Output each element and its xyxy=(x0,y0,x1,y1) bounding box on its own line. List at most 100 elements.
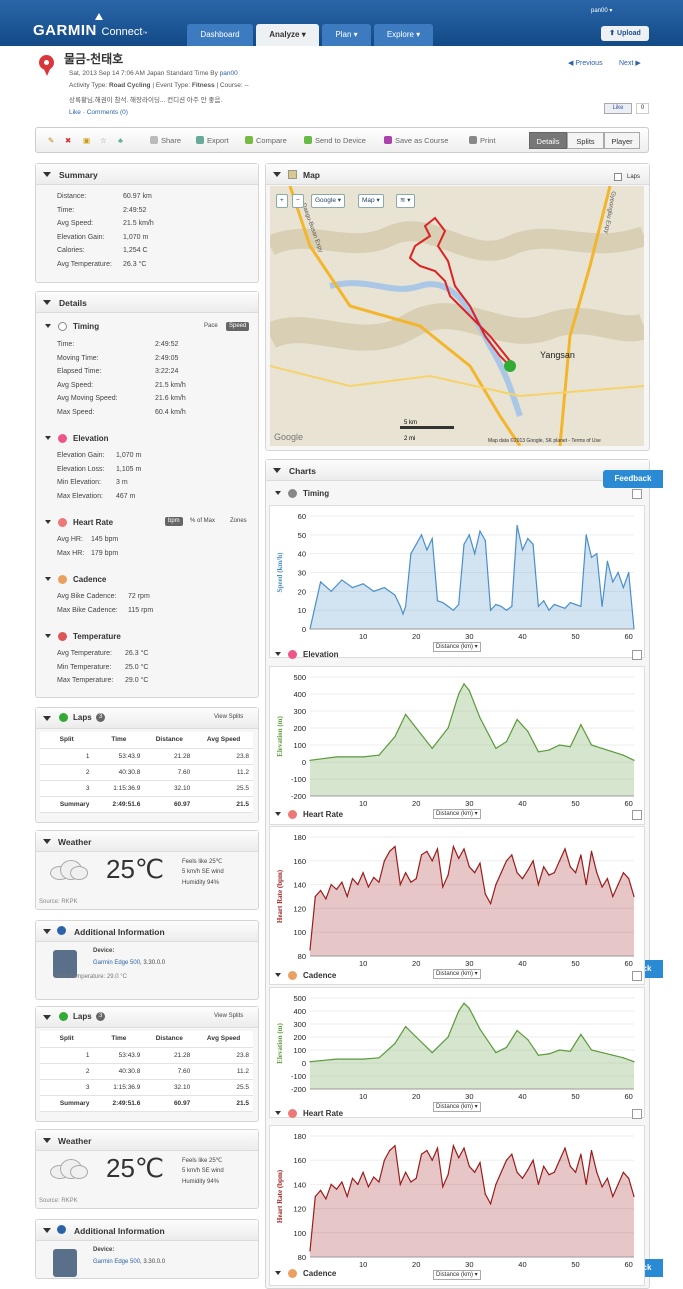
map-canvas[interactable]: Yangsan Daegu-Busan Expy Gyeongbu Expy 5… xyxy=(270,186,644,446)
chart-svg[interactable]: -200 -100 0 100 200 300 400 500 10 20 30 40 50 60 Elev… xyxy=(270,667,646,826)
lock-icon[interactable]: ▣ xyxy=(83,136,91,145)
x-axis-dropdown[interactable]: Distance (km) ▾ xyxy=(433,1102,481,1112)
collapse-icon[interactable] xyxy=(45,324,51,328)
view-splits-link[interactable]: View Splits xyxy=(214,714,244,720)
like-link[interactable]: Like xyxy=(69,109,81,116)
upload-button[interactable]: ⬆ Upload xyxy=(601,26,649,41)
table-row[interactable]: 1 53:43.9 21.28 23.8 xyxy=(40,1047,253,1064)
view-player-button[interactable]: Player xyxy=(604,132,640,149)
collapse-icon[interactable] xyxy=(273,468,281,473)
comments-link[interactable]: Comments (0) xyxy=(86,109,128,116)
laps-column-header[interactable]: Avg Speed xyxy=(194,732,253,749)
chart-svg[interactable]: -200 -100 0 100 200 300 400 500 10 20 30 40 50 60 Elev… xyxy=(270,988,646,1119)
collapse-icon[interactable] xyxy=(275,812,281,816)
next-link[interactable]: Next ▶ xyxy=(619,60,641,67)
map-header[interactable]: Map xyxy=(266,164,649,185)
speed-toggle[interactable]: Speed xyxy=(226,322,250,331)
people-icon[interactable]: ♣ xyxy=(118,136,123,145)
table-row[interactable]: 1 53:43.9 21.28 23.8 xyxy=(40,748,253,765)
view-splits-button[interactable]: Splits xyxy=(567,132,604,149)
zoom-in-button[interactable]: + xyxy=(276,194,288,208)
laps-column-header[interactable]: Avg Speed xyxy=(194,1031,253,1048)
compare-button[interactable]: Compare xyxy=(245,136,287,145)
user-menu[interactable]: pan00 ▾ xyxy=(591,8,613,14)
tab-plan[interactable]: Plan ▾ xyxy=(322,24,371,46)
collapse-icon[interactable] xyxy=(43,929,51,934)
laps-header[interactable] xyxy=(36,1007,258,1028)
laps-column-header[interactable]: Time xyxy=(93,1031,145,1048)
collapse-icon[interactable] xyxy=(43,1015,51,1020)
collapse-icon[interactable] xyxy=(43,300,51,305)
send-to-device-button[interactable]: Send to Device xyxy=(304,136,366,145)
charts-header[interactable]: Charts xyxy=(266,460,649,481)
favorite-star-icon[interactable]: ☆ xyxy=(100,136,107,145)
view-details-button[interactable]: Details xyxy=(529,132,567,149)
details-header[interactable]: Details xyxy=(36,292,258,313)
delete-icon[interactable]: ✖ xyxy=(65,136,72,145)
activity-title[interactable]: 물금-천태호 xyxy=(64,52,124,66)
chart-svg[interactable]: 80 100 120 140 160 180 10 20 30 40 50 60 Heart Rate … xyxy=(270,1126,646,1287)
collapse-icon[interactable] xyxy=(275,973,281,977)
laps-checkbox[interactable] xyxy=(614,173,622,181)
collapse-icon[interactable] xyxy=(275,1111,281,1115)
x-axis-dropdown[interactable]: Distance (km) ▾ xyxy=(433,969,481,979)
print-button[interactable]: Print xyxy=(469,136,495,145)
table-row[interactable]: 3 1:15:36.9 32.10 25.5 xyxy=(40,1079,253,1096)
table-row[interactable]: 2 40:30.8 7.60 11.2 xyxy=(40,764,253,781)
export-button[interactable]: Export xyxy=(196,136,229,145)
expand-icon[interactable] xyxy=(632,489,642,499)
previous-link[interactable]: ◀ Previous xyxy=(568,60,603,67)
collapse-icon[interactable] xyxy=(275,1271,281,1275)
expand-icon[interactable] xyxy=(632,810,642,820)
chart-svg[interactable]: 80 100 120 140 160 180 10 20 30 40 50 60 Heart Rate … xyxy=(270,827,646,986)
laps-column-header[interactable]: Split xyxy=(40,732,94,749)
zones-toggle[interactable]: Zones xyxy=(230,518,247,524)
tab-explore[interactable]: Explore ▾ xyxy=(374,24,433,46)
bpm-toggle[interactable]: bpm xyxy=(165,517,183,526)
weather-header[interactable]: Weather xyxy=(36,831,258,852)
weather-header[interactable]: Weather xyxy=(36,1130,258,1151)
collapse-icon[interactable] xyxy=(45,436,51,440)
laps-column-header[interactable]: Distance xyxy=(144,1031,195,1048)
map-attribution[interactable]: Map data ©2013 Google, SK planet - Terms… xyxy=(488,437,601,444)
additional-info-header[interactable]: Additional Information xyxy=(36,921,258,942)
share-button[interactable]: Share xyxy=(150,136,181,145)
collapse-icon[interactable] xyxy=(45,577,51,581)
edit-pencil-icon[interactable]: ✎ xyxy=(48,136,55,145)
laps-column-header[interactable]: Time xyxy=(93,732,145,749)
expand-icon[interactable] xyxy=(632,1109,642,1119)
expand-icon[interactable] xyxy=(632,650,642,660)
summary-header[interactable]: Summary xyxy=(36,164,258,185)
start-marker-icon[interactable] xyxy=(504,360,516,372)
collapse-icon[interactable] xyxy=(43,839,51,844)
collapse-icon[interactable] xyxy=(45,634,51,638)
activity-description[interactable]: 상록황님,해권이 참석. 해장라이딩... 컨디션 아주 안 좋음. xyxy=(69,97,223,104)
map-provider-dropdown[interactable]: Google ▾ xyxy=(311,194,346,208)
laps-column-header[interactable]: Split xyxy=(40,1031,94,1048)
collapse-icon[interactable] xyxy=(275,652,281,656)
collapse-icon[interactable] xyxy=(275,491,281,495)
table-row[interactable]: 2 40:30.8 7.60 11.2 xyxy=(40,1063,253,1080)
expand-icon[interactable] xyxy=(632,971,642,981)
device-link[interactable]: Garmin Edge 500 xyxy=(93,1259,141,1265)
feedback-button[interactable]: Feedback xyxy=(603,470,663,488)
x-axis-dropdown[interactable]: Distance (km) ▾ xyxy=(433,809,481,819)
table-row[interactable]: 3 1:15:36.9 32.10 25.5 xyxy=(40,780,253,797)
tab-dashboard[interactable]: Dashboard xyxy=(187,24,253,46)
laps-column-header[interactable]: Distance xyxy=(144,732,195,749)
x-axis-dropdown[interactable]: Distance (km) ▾ xyxy=(433,642,481,652)
collapse-icon[interactable] xyxy=(43,1138,51,1143)
collapse-icon[interactable] xyxy=(45,520,51,524)
pace-toggle[interactable]: Pace xyxy=(204,323,218,329)
collapse-icon[interactable] xyxy=(43,172,51,177)
additional-info-header[interactable]: Additional Information xyxy=(36,1220,258,1241)
activity-user-link[interactable]: pan00 xyxy=(219,70,238,77)
garmin-logo[interactable]: GARMIN Connect™ xyxy=(33,22,148,39)
map-layers-dropdown[interactable]: ≋ ▾ xyxy=(396,194,415,208)
save-as-course-button[interactable]: Save as Course xyxy=(384,136,448,145)
collapse-icon[interactable] xyxy=(43,1228,51,1233)
device-link[interactable]: Garmin Edge 500 xyxy=(93,960,141,966)
laps-header[interactable] xyxy=(36,708,258,729)
chart-svg[interactable]: 0 10 20 30 40 50 60 10 20 30 40 50 60 Speed (km/h) xyxy=(270,506,646,659)
facebook-like-button[interactable]: Like xyxy=(604,103,632,114)
